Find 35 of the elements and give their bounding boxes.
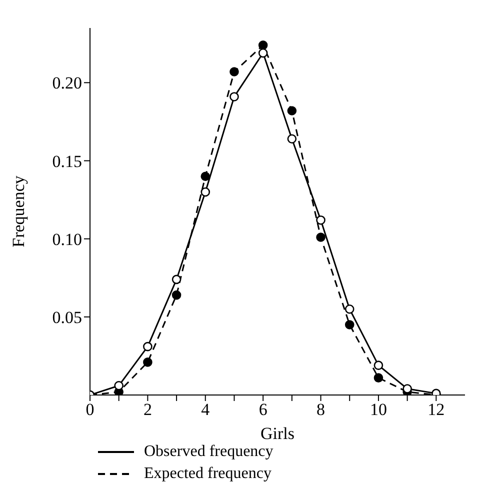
- point: [374, 373, 384, 382]
- point: [230, 67, 239, 76]
- x-axis-title: Girls: [260, 424, 294, 443]
- point: [172, 290, 182, 300]
- point: [344, 304, 354, 314]
- x-tick-label: 12: [428, 400, 445, 420]
- point: [258, 48, 268, 58]
- x-tick-label: 0: [86, 400, 94, 420]
- y-tick-label: 0.20: [52, 74, 82, 93]
- point: [316, 215, 326, 225]
- point: [200, 172, 210, 182]
- legend-label: Expected frequency: [144, 465, 272, 483]
- point: [287, 106, 297, 116]
- point: [316, 232, 326, 242]
- x-tick-label: 4: [201, 400, 210, 420]
- x-tick-label: 2: [143, 400, 152, 420]
- point: [402, 384, 412, 394]
- point: [143, 342, 152, 352]
- x-tick-label: 10: [370, 400, 387, 420]
- y-tick-label: 0.05: [52, 308, 82, 327]
- point: [374, 360, 384, 370]
- x-tick-label: 6: [258, 400, 268, 420]
- point: [200, 187, 210, 197]
- legend-label: Observed frequency: [144, 443, 274, 461]
- y-axis-title: Frequency: [9, 175, 28, 248]
- point: [172, 274, 182, 284]
- point: [344, 320, 354, 330]
- y-tick-label: 0.15: [52, 152, 82, 171]
- y-tick-label: 0.10: [52, 230, 82, 249]
- point: [230, 92, 239, 102]
- point: [114, 380, 124, 390]
- x-tick-label: 8: [316, 400, 326, 420]
- point: [258, 40, 268, 50]
- point: [287, 134, 297, 144]
- point: [143, 358, 152, 367]
